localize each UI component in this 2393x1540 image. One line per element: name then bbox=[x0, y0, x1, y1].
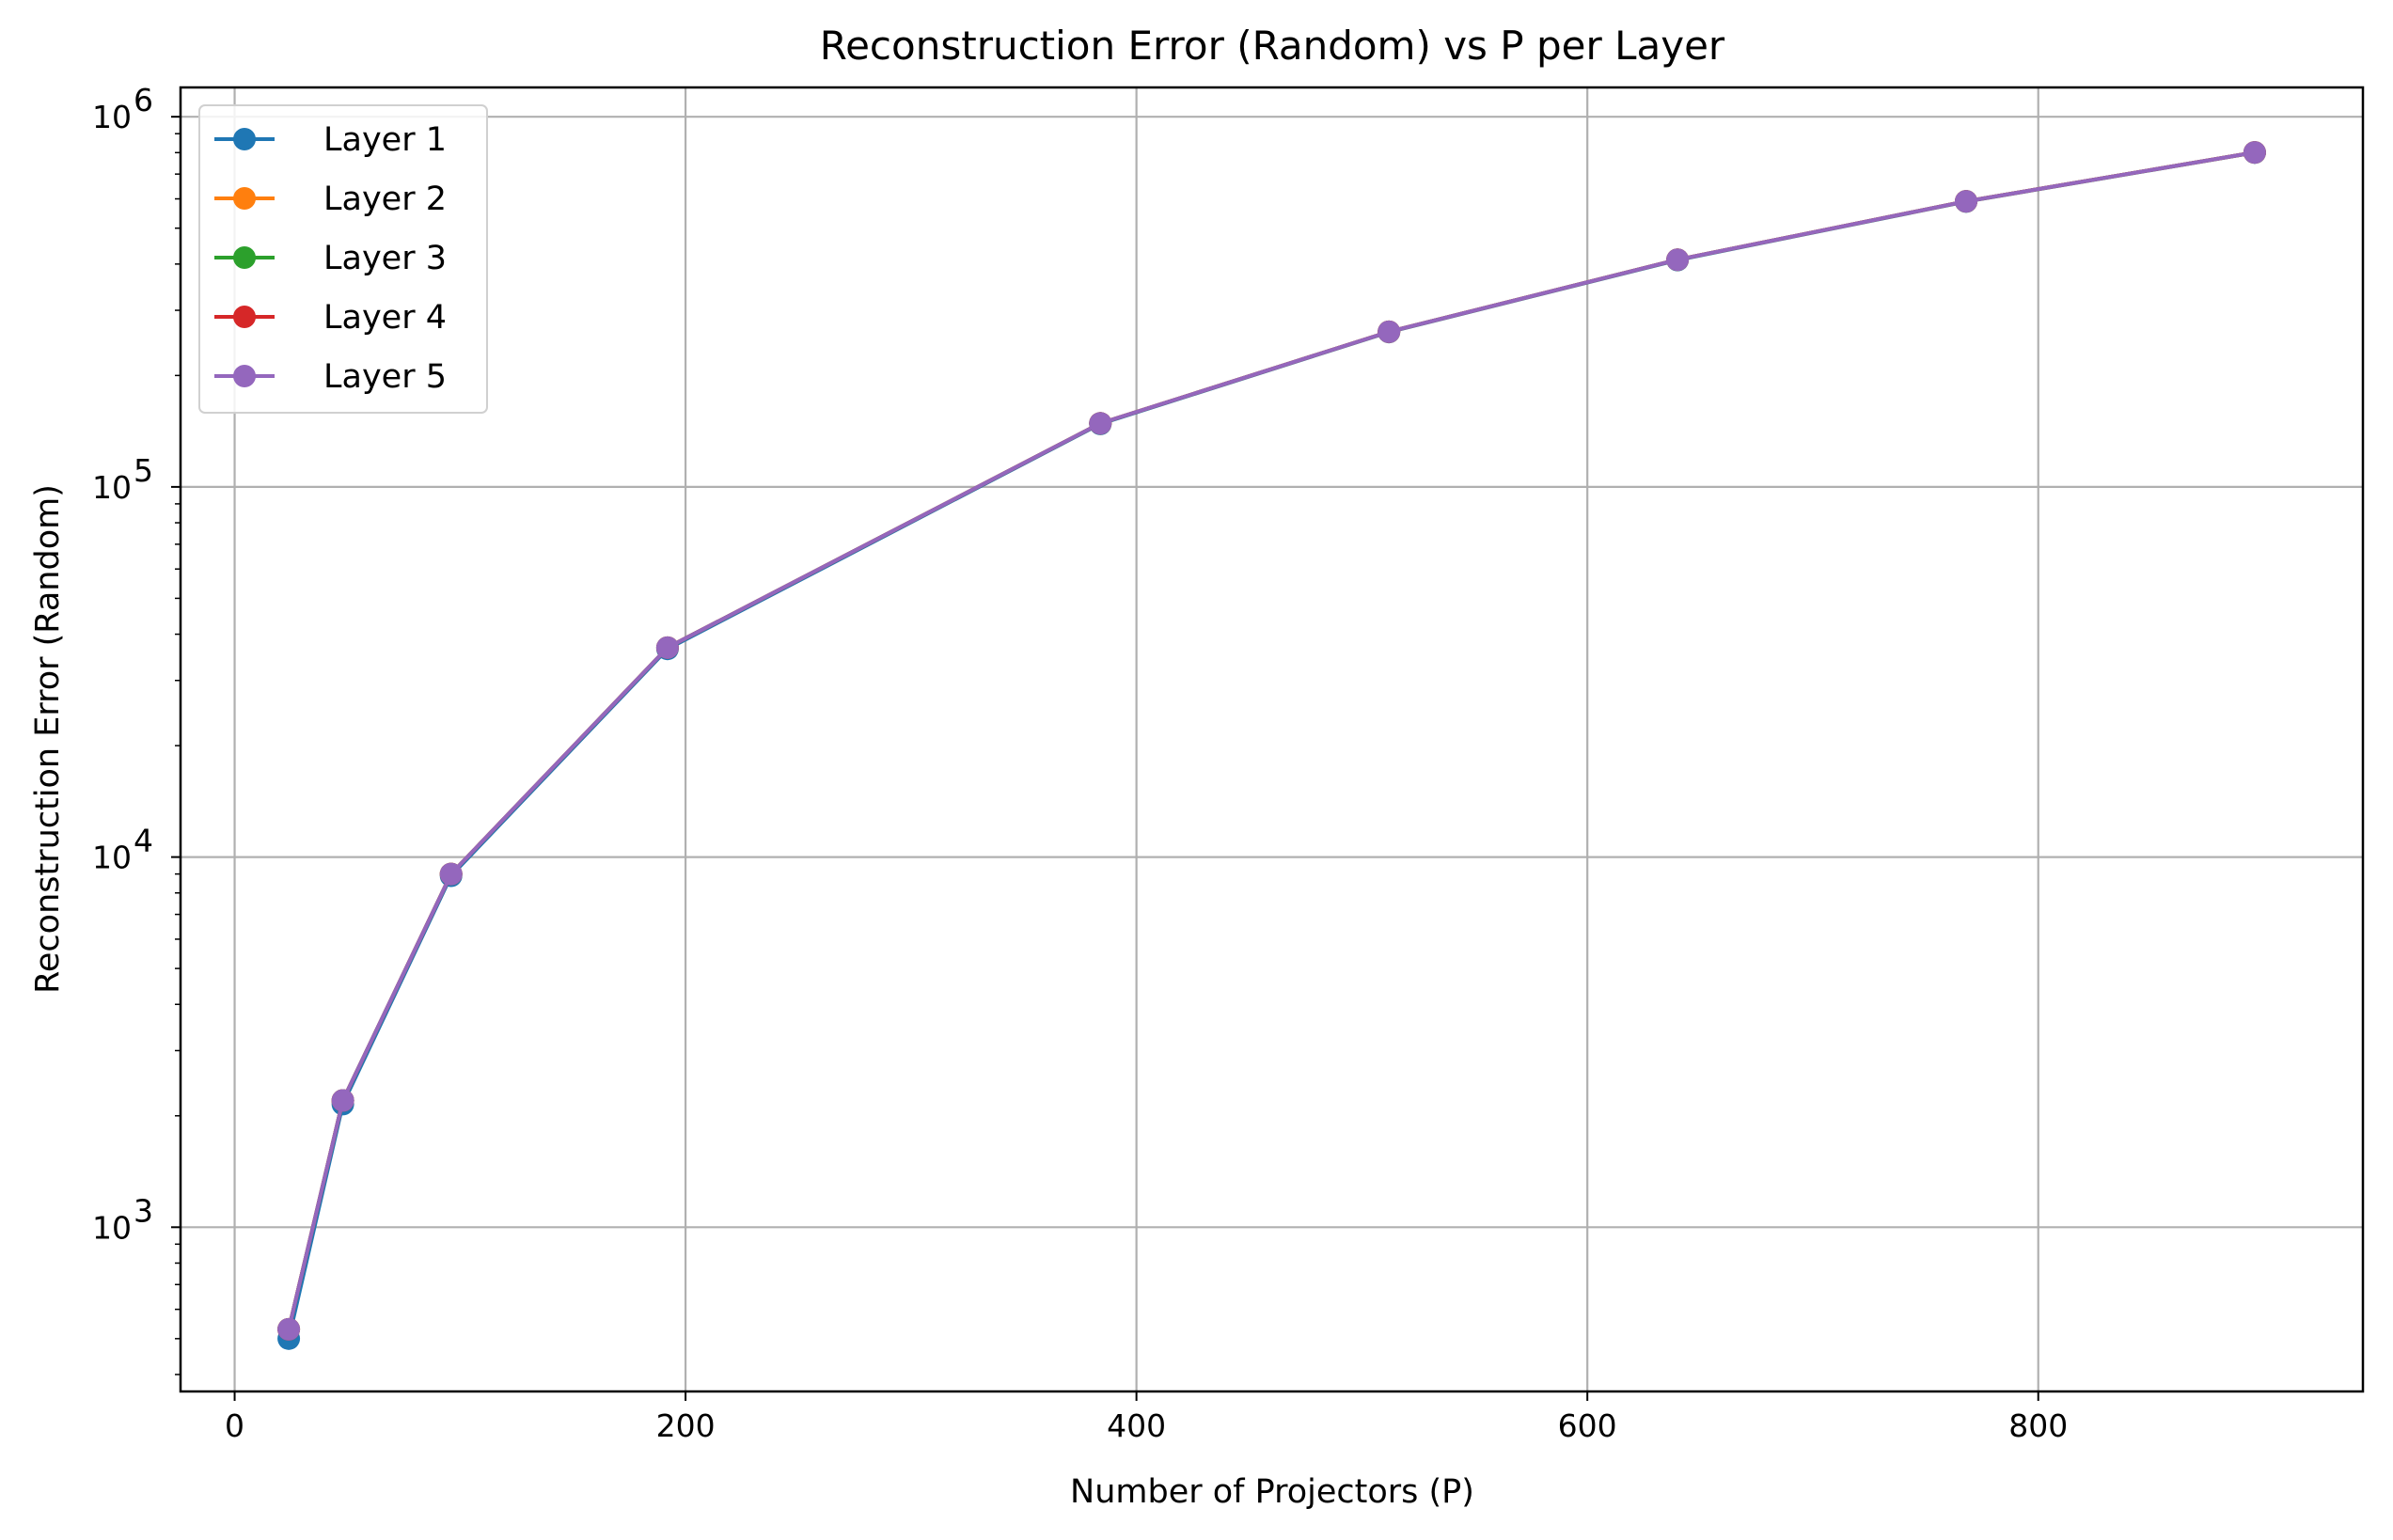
legend-marker bbox=[233, 246, 256, 269]
y-tick-label: 10 bbox=[92, 99, 132, 135]
legend-marker bbox=[233, 187, 256, 210]
data-point bbox=[277, 1317, 301, 1341]
y-tick-label-exponent: 6 bbox=[134, 82, 153, 118]
legend-label: Layer 4 bbox=[323, 299, 447, 337]
data-point bbox=[1666, 248, 1690, 272]
x-tick-label: 0 bbox=[225, 1407, 244, 1444]
y-tick-label-exponent: 5 bbox=[134, 452, 153, 489]
y-axis-label: Reconstruction Error (Random) bbox=[29, 484, 67, 994]
legend-item: Layer 1 bbox=[214, 121, 447, 159]
legend-item: Layer 3 bbox=[214, 240, 447, 277]
legend-marker bbox=[233, 128, 256, 150]
legend-label: Layer 5 bbox=[323, 358, 447, 396]
chart-title: Reconstruction Error (Random) vs P per L… bbox=[820, 23, 1725, 69]
y-tick-label: 10 bbox=[92, 469, 132, 506]
legend-label: Layer 3 bbox=[323, 240, 447, 277]
data-point bbox=[1955, 190, 1977, 213]
legend-marker bbox=[233, 306, 256, 328]
series-layer-5 bbox=[277, 141, 2266, 1341]
legend: Layer 1 Layer 2 Layer 3 Layer 4 Layer 5 bbox=[198, 104, 488, 414]
data-point bbox=[331, 1089, 354, 1112]
legend-label: Layer 1 bbox=[323, 121, 447, 159]
legend-item: Layer 2 bbox=[214, 181, 447, 218]
plot-area-frame bbox=[179, 86, 2365, 1393]
x-tick-label: 600 bbox=[1558, 1407, 1617, 1444]
x-tick-label: 400 bbox=[1107, 1407, 1166, 1444]
legend-marker bbox=[233, 365, 256, 387]
data-point bbox=[2243, 141, 2266, 165]
legend-label: Layer 2 bbox=[323, 181, 447, 218]
x-axis-label: Number of Projectors (P) bbox=[1070, 1473, 1474, 1511]
data-point bbox=[439, 862, 463, 886]
data-point bbox=[1089, 412, 1112, 435]
grid bbox=[181, 87, 2363, 1391]
legend-item: Layer 4 bbox=[214, 299, 447, 337]
legend-box bbox=[198, 104, 488, 414]
y-tick-label: 10 bbox=[92, 840, 132, 876]
legend-item: Layer 5 bbox=[214, 358, 447, 396]
data-point bbox=[655, 636, 679, 659]
y-tick-label: 10 bbox=[92, 1209, 132, 1246]
y-tick-label-exponent: 4 bbox=[134, 823, 153, 859]
x-tick-label: 800 bbox=[2008, 1407, 2068, 1444]
data-point bbox=[1378, 320, 1401, 343]
x-tick-label: 200 bbox=[656, 1407, 716, 1444]
y-tick-label-exponent: 3 bbox=[134, 1192, 153, 1229]
series-group bbox=[277, 141, 2266, 1350]
